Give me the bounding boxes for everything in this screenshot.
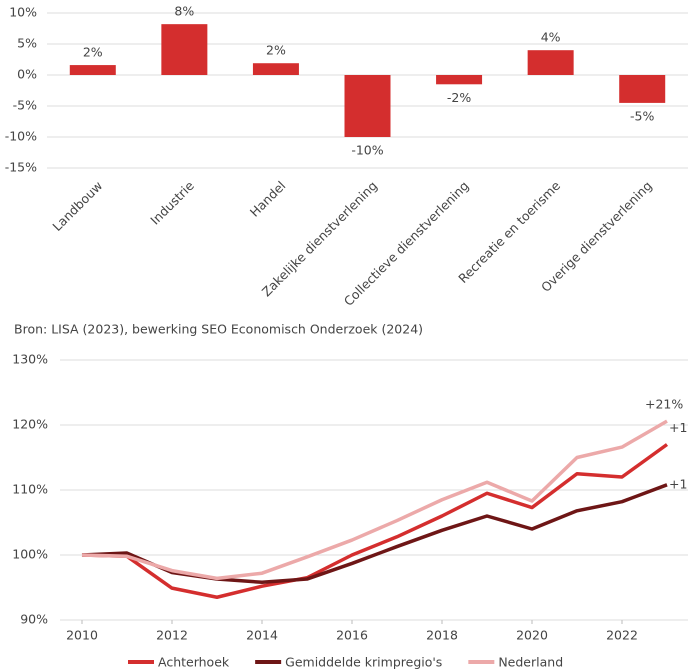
legend-label: Nederland: [498, 655, 563, 670]
series-line: [81, 483, 668, 585]
x-tick-label: 2016: [336, 628, 368, 643]
x-tick-label: 2020: [516, 628, 548, 643]
y-tick-label: 10%: [9, 5, 37, 20]
x-tick-label: Landbouw: [49, 178, 105, 234]
end-label: +21%: [645, 397, 683, 412]
x-tick-label: 2018: [426, 628, 458, 643]
bar: [619, 75, 666, 103]
bar: [436, 75, 483, 85]
series-line: [81, 443, 669, 599]
bar: [252, 63, 299, 75]
y-tick-label: 120%: [12, 417, 48, 432]
x-tick-label: Handel: [247, 178, 289, 220]
bar: [161, 24, 208, 75]
y-tick-label: 90%: [20, 612, 48, 627]
y-tick-label: 130%: [12, 352, 48, 367]
bar: [69, 65, 116, 75]
bar: [527, 50, 574, 75]
y-tick-label: 5%: [17, 36, 37, 51]
y-tick-label: 0%: [17, 67, 37, 82]
series-line: [81, 419, 668, 581]
end-label: +17%: [669, 420, 688, 435]
bar: [344, 75, 391, 137]
x-tick-label: 2012: [156, 628, 188, 643]
y-tick-label: -15%: [5, 160, 37, 175]
source-note: Bron: LISA (2023), bewerking SEO Economi…: [14, 322, 423, 337]
y-tick-label: 110%: [12, 482, 48, 497]
value-label: 2%: [266, 43, 286, 58]
x-tick-label: Recreatie en toerisme: [455, 178, 563, 286]
x-tick-label: 2010: [66, 628, 98, 643]
x-tick-label: Industrie: [147, 178, 197, 228]
value-label: 4%: [541, 30, 561, 45]
y-tick-label: -10%: [5, 129, 37, 144]
x-tick-label: 2014: [246, 628, 278, 643]
value-label: 2%: [83, 45, 103, 60]
x-tick-label: 2022: [606, 628, 638, 643]
value-label: -10%: [351, 143, 383, 158]
y-tick-label: 100%: [12, 547, 48, 562]
value-label: -2%: [447, 90, 471, 105]
end-label: +11%: [669, 476, 688, 491]
y-tick-label: -5%: [13, 98, 37, 113]
value-label: -5%: [630, 108, 654, 123]
value-label: 8%: [174, 4, 194, 19]
legend-label: Achterhoek: [158, 655, 230, 670]
legend-label: Gemiddelde krimpregio's: [285, 655, 442, 670]
